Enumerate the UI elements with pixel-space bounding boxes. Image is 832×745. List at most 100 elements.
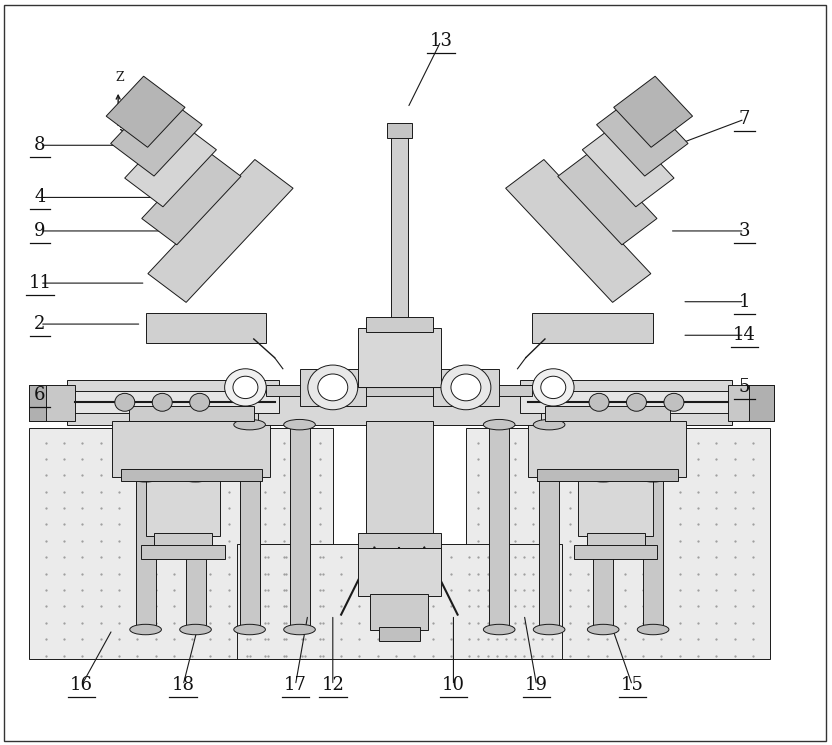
Polygon shape	[111, 92, 202, 176]
FancyBboxPatch shape	[537, 469, 678, 481]
FancyBboxPatch shape	[587, 533, 645, 548]
FancyBboxPatch shape	[154, 533, 212, 548]
Ellipse shape	[637, 624, 669, 635]
FancyBboxPatch shape	[578, 477, 653, 536]
Circle shape	[115, 393, 135, 411]
FancyBboxPatch shape	[186, 477, 206, 630]
Text: 9: 9	[34, 222, 46, 240]
FancyBboxPatch shape	[749, 385, 774, 421]
Text: 19: 19	[525, 676, 548, 694]
FancyBboxPatch shape	[539, 425, 559, 630]
Ellipse shape	[533, 419, 565, 430]
FancyBboxPatch shape	[489, 425, 509, 630]
Ellipse shape	[587, 472, 619, 482]
FancyBboxPatch shape	[358, 533, 441, 548]
Polygon shape	[141, 150, 241, 245]
FancyBboxPatch shape	[300, 369, 366, 406]
Circle shape	[318, 374, 348, 401]
FancyBboxPatch shape	[528, 421, 686, 477]
Text: X: X	[141, 149, 150, 162]
Text: 16: 16	[70, 676, 93, 694]
Polygon shape	[125, 121, 216, 207]
Ellipse shape	[284, 419, 315, 430]
FancyBboxPatch shape	[358, 548, 441, 596]
FancyBboxPatch shape	[29, 428, 333, 659]
FancyBboxPatch shape	[370, 594, 428, 630]
FancyBboxPatch shape	[258, 395, 541, 425]
FancyBboxPatch shape	[520, 380, 732, 425]
Circle shape	[225, 369, 266, 406]
FancyBboxPatch shape	[240, 425, 260, 630]
Text: 14: 14	[733, 326, 756, 344]
Circle shape	[626, 393, 646, 411]
Ellipse shape	[234, 624, 265, 635]
Text: 6: 6	[34, 386, 46, 404]
Circle shape	[589, 393, 609, 411]
Ellipse shape	[483, 419, 515, 430]
Circle shape	[152, 393, 172, 411]
FancyBboxPatch shape	[67, 391, 279, 413]
Text: 18: 18	[171, 676, 195, 694]
FancyBboxPatch shape	[593, 477, 613, 630]
FancyBboxPatch shape	[67, 380, 279, 425]
Circle shape	[532, 369, 574, 406]
Text: Z: Z	[116, 72, 124, 84]
Polygon shape	[597, 92, 688, 176]
Circle shape	[190, 393, 210, 411]
Text: 4: 4	[34, 188, 46, 206]
Ellipse shape	[234, 419, 265, 430]
Polygon shape	[582, 121, 674, 207]
Text: Y: Y	[166, 107, 175, 121]
Circle shape	[541, 376, 566, 399]
Ellipse shape	[533, 624, 565, 635]
Ellipse shape	[130, 472, 161, 482]
Polygon shape	[148, 159, 293, 302]
FancyBboxPatch shape	[266, 385, 532, 396]
FancyBboxPatch shape	[146, 313, 266, 343]
Ellipse shape	[483, 624, 515, 635]
FancyBboxPatch shape	[121, 469, 262, 481]
Circle shape	[451, 374, 481, 401]
FancyBboxPatch shape	[133, 387, 233, 477]
Polygon shape	[506, 159, 651, 302]
Ellipse shape	[637, 472, 669, 482]
Ellipse shape	[587, 624, 619, 635]
FancyBboxPatch shape	[146, 477, 220, 536]
FancyBboxPatch shape	[532, 313, 653, 343]
FancyBboxPatch shape	[643, 477, 663, 630]
FancyBboxPatch shape	[574, 545, 657, 559]
FancyBboxPatch shape	[290, 425, 310, 630]
Text: 17: 17	[284, 676, 307, 694]
Circle shape	[233, 376, 258, 399]
Ellipse shape	[180, 624, 211, 635]
Ellipse shape	[130, 624, 161, 635]
FancyBboxPatch shape	[379, 627, 420, 641]
Circle shape	[664, 393, 684, 411]
FancyBboxPatch shape	[566, 387, 666, 477]
Text: 8: 8	[34, 136, 46, 154]
Ellipse shape	[284, 624, 315, 635]
FancyBboxPatch shape	[112, 421, 270, 477]
FancyBboxPatch shape	[358, 328, 441, 387]
Polygon shape	[557, 150, 657, 245]
FancyBboxPatch shape	[520, 391, 732, 413]
FancyBboxPatch shape	[728, 385, 774, 421]
FancyBboxPatch shape	[29, 385, 75, 421]
FancyBboxPatch shape	[466, 428, 770, 659]
FancyBboxPatch shape	[136, 477, 156, 630]
Polygon shape	[106, 76, 185, 148]
FancyBboxPatch shape	[366, 421, 433, 536]
FancyBboxPatch shape	[366, 317, 433, 332]
Text: 10: 10	[442, 676, 465, 694]
Text: 12: 12	[321, 676, 344, 694]
Text: 15: 15	[621, 676, 644, 694]
FancyBboxPatch shape	[433, 369, 499, 406]
FancyBboxPatch shape	[391, 134, 408, 328]
FancyBboxPatch shape	[141, 545, 225, 559]
FancyBboxPatch shape	[545, 406, 670, 421]
Text: 7: 7	[739, 110, 750, 128]
Circle shape	[441, 365, 491, 410]
Circle shape	[308, 365, 358, 410]
FancyBboxPatch shape	[387, 123, 412, 138]
FancyBboxPatch shape	[237, 544, 562, 659]
